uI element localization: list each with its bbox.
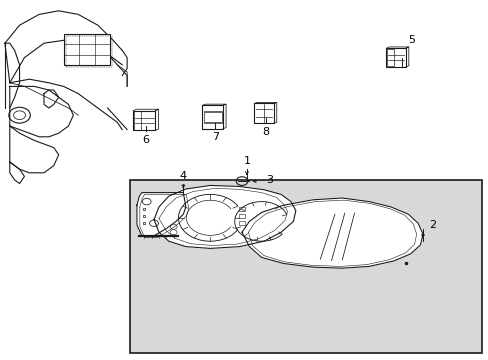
Bar (134, 111, 141, 130)
Bar (202, 105, 223, 129)
Bar (238, 214, 245, 218)
Bar (386, 48, 405, 67)
Bar (203, 112, 221, 122)
Text: 2: 2 (428, 220, 436, 230)
Text: 7: 7 (211, 132, 218, 143)
Bar (254, 103, 273, 123)
Bar (238, 207, 245, 211)
Polygon shape (242, 198, 422, 268)
Polygon shape (137, 193, 185, 236)
Text: 5: 5 (407, 35, 414, 45)
Bar (133, 111, 155, 130)
Text: 4: 4 (180, 171, 186, 181)
Text: 8: 8 (262, 127, 269, 137)
Bar (63, 34, 110, 65)
Bar (129, 180, 481, 353)
Text: 6: 6 (142, 135, 149, 145)
Bar (386, 49, 393, 66)
Text: 1: 1 (243, 156, 250, 166)
Text: 3: 3 (266, 175, 273, 185)
Bar (238, 221, 245, 225)
Polygon shape (154, 185, 295, 248)
